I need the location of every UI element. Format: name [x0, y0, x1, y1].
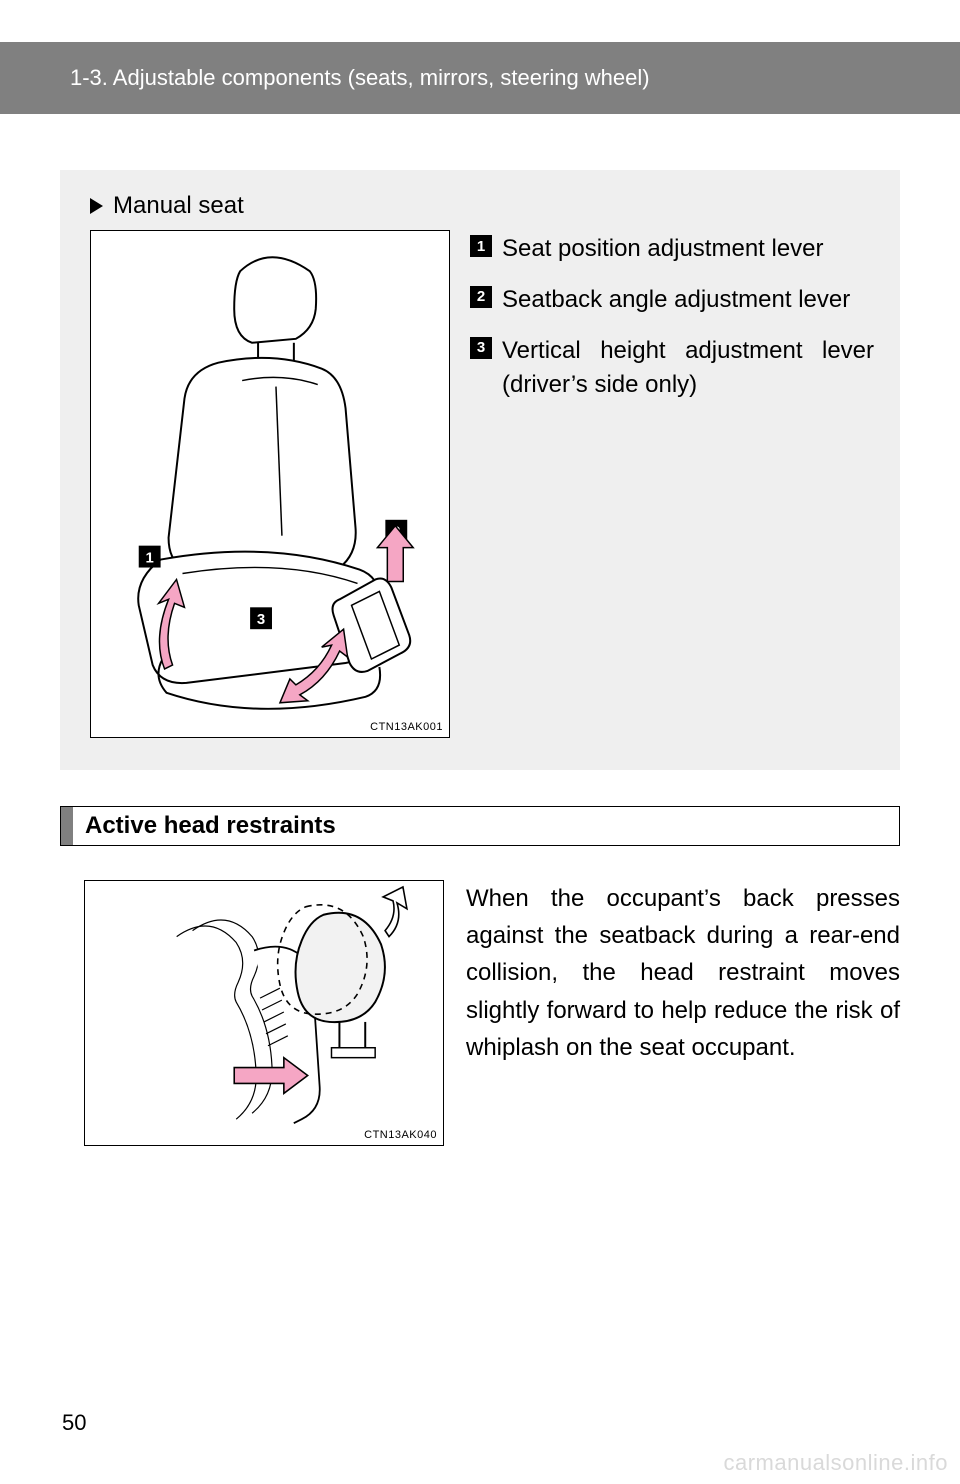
active-head-description: When the occupant’s back presses against…	[466, 880, 900, 1146]
num-badge-icon: 1	[470, 235, 492, 257]
figure-code-2: CTN13AK040	[364, 1129, 437, 1141]
manual-seat-title: Manual seat	[113, 192, 244, 220]
seat-figure-box: 1 2 3 CTN13A	[90, 230, 450, 738]
callout-3-icon: 3	[250, 607, 272, 629]
head-restraint-figure-box: CTN13AK040	[84, 880, 444, 1146]
page-number: 50	[62, 1410, 86, 1436]
watermark: carmanualsonline.info	[723, 1450, 948, 1476]
item-text: Seatback angle adjustment lever	[502, 283, 850, 318]
section-accent	[61, 807, 73, 845]
seat-diagram: 1 2 3	[91, 231, 449, 737]
active-head-body: CTN13AK040 When the occupant’s back pres…	[84, 880, 900, 1146]
num-badge-icon: 3	[470, 337, 492, 359]
triangle-bullet-icon	[90, 198, 103, 214]
chapter-title: 1-3. Adjustable components (seats, mirro…	[70, 65, 650, 91]
section-heading-bar: Active head restraints	[60, 806, 900, 846]
page: 1-3. Adjustable components (seats, mirro…	[0, 0, 960, 1484]
callout-1-icon: 1	[139, 546, 161, 568]
chapter-header-band: 1-3. Adjustable components (seats, mirro…	[0, 42, 960, 114]
svg-text:3: 3	[257, 612, 265, 628]
subhead-row: Manual seat	[90, 192, 874, 220]
manual-seat-panel: Manual seat	[60, 170, 900, 770]
list-item: 3 Vertical height adjustment lever (driv…	[470, 334, 874, 404]
item-text: Vertical height adjustment lever (driver…	[502, 334, 874, 404]
svg-text:1: 1	[146, 551, 154, 567]
manual-seat-content: 1 2 3 CTN13A	[90, 230, 874, 738]
item-text: Seat position adjustment lever	[502, 232, 824, 267]
head-restraint-diagram	[85, 881, 443, 1145]
list-item: 2 Seatback angle adjustment lever	[470, 283, 874, 318]
section-title: Active head restraints	[85, 812, 336, 840]
num-badge-icon: 2	[470, 286, 492, 308]
figure-code-1: CTN13AK001	[370, 721, 443, 733]
list-item: 1 Seat position adjustment lever	[470, 232, 874, 267]
manual-seat-list: 1 Seat position adjustment lever 2 Seatb…	[470, 230, 874, 738]
